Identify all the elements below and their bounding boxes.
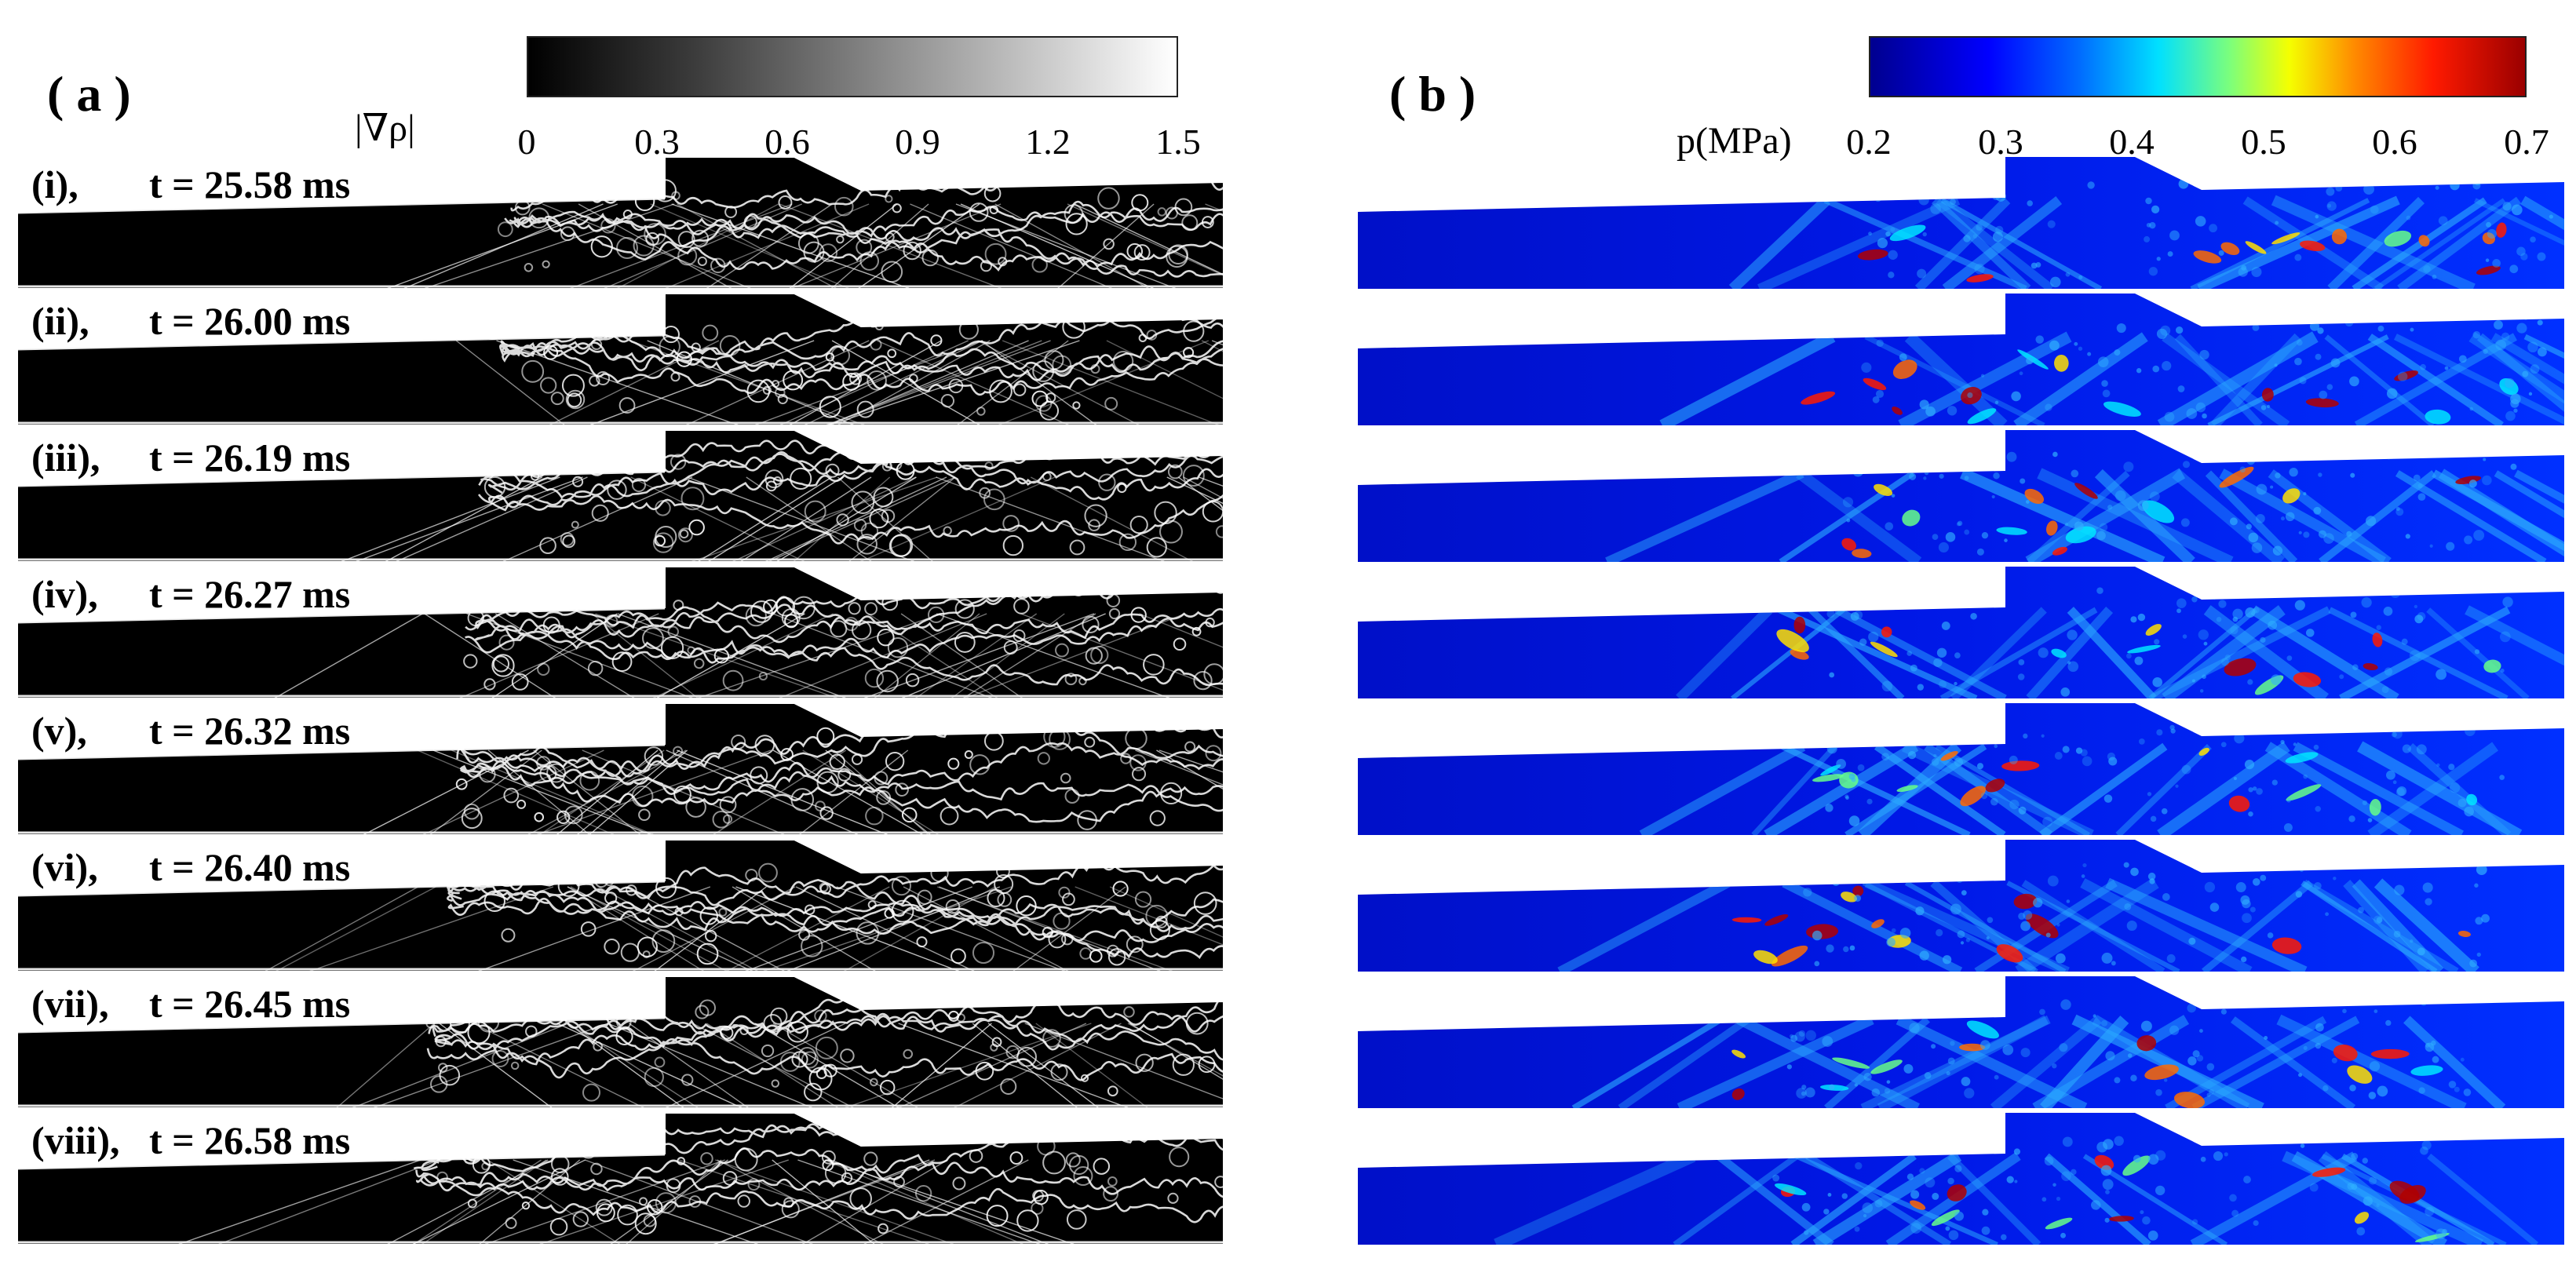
pressure-field-strip [1358,1113,2564,1245]
frame-id: (ii), [31,299,89,343]
pressure-field-strip [1358,294,2564,425]
panel-a-tick: 0.3 [634,122,680,162]
frame-label: (v), t = 26.32 ms [31,711,350,750]
frame-label: (vi), t = 26.40 ms [31,848,350,887]
frame-id: (vi), [31,845,98,889]
panel-b-tick: 0.6 [2372,122,2417,162]
frame-time: t = 26.19 ms [149,436,351,480]
schlieren-field-strip [17,157,1224,290]
frame-time: t = 26.27 ms [149,572,351,616]
frame-label: (ii), t = 26.00 ms [31,301,350,341]
panel-a-colorbar [527,36,1178,97]
schlieren-field-strip [17,976,1224,1109]
frame-id: (vii), [31,982,109,1026]
panel-a-label: ( a ) [47,66,131,122]
schlieren-field-strip [17,294,1224,426]
panel-b-tick: 0.2 [1846,122,1892,162]
frame-time: t = 26.32 ms [149,709,351,753]
panel-b-tick: 0.5 [2241,122,2286,162]
frame-time: t = 26.58 ms [149,1118,351,1162]
panel-a-tick: 1.2 [1025,122,1071,162]
schlieren-field-strip [17,703,1224,836]
schlieren-field-strip [17,567,1224,699]
panel-b-tick: 0.4 [2109,122,2155,162]
pressure-field-strip [1358,703,2564,835]
frame-label: (viii), t = 26.58 ms [31,1121,350,1160]
panel-b-label: ( b ) [1389,66,1476,122]
frame-id: (i), [31,162,78,206]
frame-id: (iv), [31,572,98,616]
frame-time: t = 26.40 ms [149,845,351,889]
frame-label: (vii), t = 26.45 ms [31,984,350,1023]
panel-a-tick: 1.5 [1155,122,1201,162]
frame-id: (v), [31,709,87,753]
panel-a-tick: 0.6 [764,122,810,162]
panel-a-quantity-label: |∇ρ| [355,108,415,149]
schlieren-field-strip [17,1113,1224,1245]
pressure-field-strip [1358,157,2564,289]
pressure-field-strip [1358,430,2564,562]
schlieren-field-strip [17,840,1224,972]
pressure-field-strip [1358,567,2564,698]
panel-a-tick: 0.9 [895,122,940,162]
schlieren-field-strip [17,430,1224,563]
panel-b-tick: 0.7 [2504,122,2549,162]
frame-label: (iii), t = 26.19 ms [31,438,350,477]
pressure-field-strip [1358,840,2564,972]
frame-time: t = 26.45 ms [149,982,351,1026]
frame-time: t = 26.00 ms [149,299,351,343]
panel-b-tick: 0.3 [1978,122,2023,162]
panel-b-quantity-label: p(MPa) [1677,120,1792,162]
frame-label: (iv), t = 26.27 ms [31,574,350,614]
frame-id: (viii), [31,1118,120,1162]
pressure-field-strip [1358,976,2564,1108]
frame-time: t = 25.58 ms [149,162,351,206]
frame-id: (iii), [31,436,100,480]
panel-b-colorbar [1869,36,2527,97]
panel-a-tick: 0 [517,122,536,162]
frame-label: (i), t = 25.58 ms [31,165,350,204]
